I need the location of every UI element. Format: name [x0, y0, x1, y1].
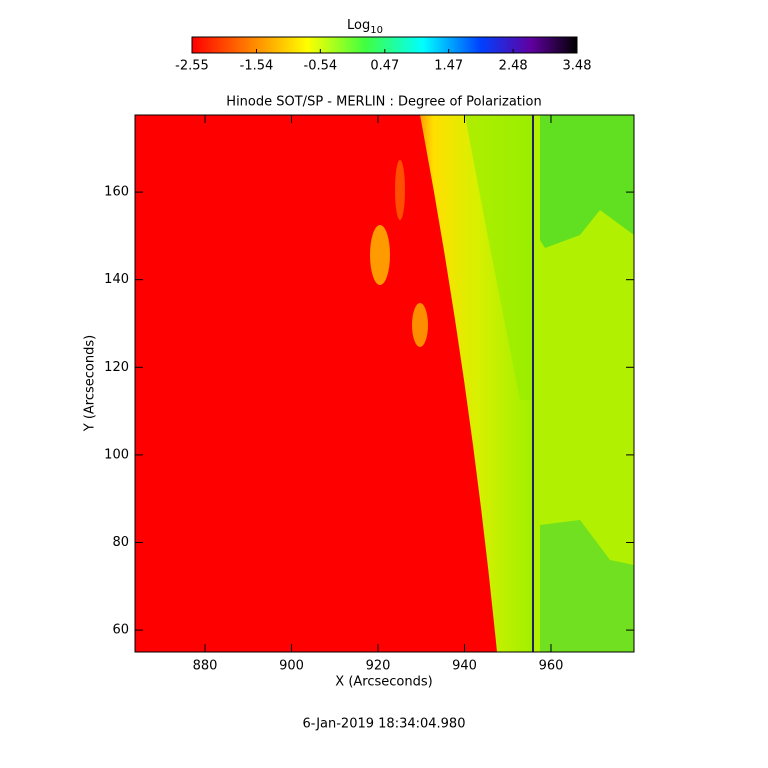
- colorbar-tick-label: -1.54: [240, 59, 274, 74]
- colorbar-tick-label: 0.47: [370, 59, 399, 74]
- date: 6-Jan-2019 18:34:04.980: [303, 717, 466, 732]
- y-tick-label: 80: [112, 535, 129, 550]
- y-tick-label: 60: [112, 623, 129, 638]
- colorbar-tick-label: -2.55: [175, 59, 209, 74]
- y-tick-label: 100: [104, 447, 129, 462]
- colorbar-tick-label: 1.47: [434, 59, 463, 74]
- x-tick-label: 880: [193, 659, 218, 674]
- y-tick-label: 120: [104, 360, 129, 375]
- x-tick-label: 920: [366, 659, 391, 674]
- colorbar-tick-label: -0.54: [304, 59, 338, 74]
- x-axis-label: X (Arcseconds): [335, 675, 432, 690]
- colorbar-tick-label: 3.48: [563, 59, 592, 74]
- colorbar-label: Log10: [347, 18, 383, 37]
- colorbar-label-sub: 10: [370, 25, 383, 36]
- chart-title: Hinode SOT/SP - MERLIN : Degree of Polar…: [226, 95, 541, 110]
- y-tick-label: 140: [104, 272, 129, 287]
- y-tick-label: 160: [104, 185, 129, 200]
- x-tick-label: 960: [539, 659, 564, 674]
- colorbar-tick-label: 2.48: [499, 59, 528, 74]
- plot-frame: [134, 114, 635, 653]
- x-tick-label: 900: [279, 659, 304, 674]
- y-axis-label: Y (Arcseconds): [83, 335, 98, 432]
- x-tick-label: 940: [452, 659, 477, 674]
- colorbar-label-main: Log: [347, 18, 370, 33]
- solar-image: [135, 115, 634, 652]
